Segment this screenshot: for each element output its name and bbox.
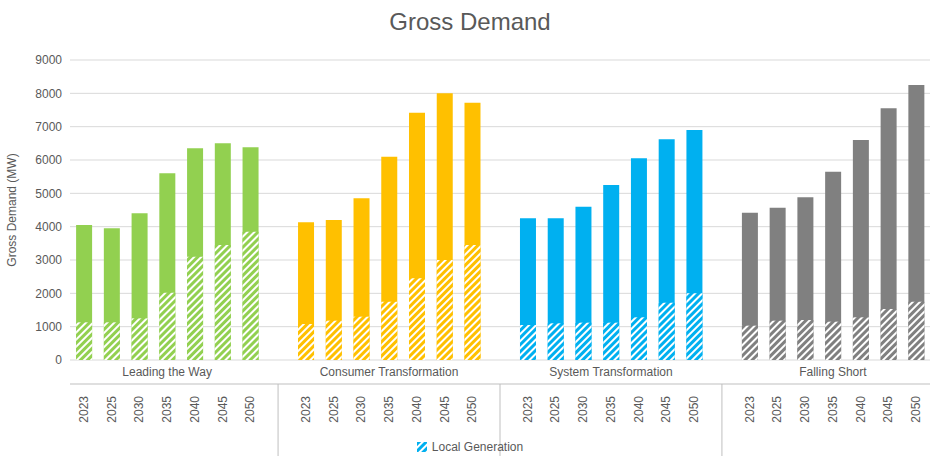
svg-text:2040: 2040 bbox=[188, 396, 202, 423]
svg-text:2030: 2030 bbox=[576, 396, 590, 423]
svg-text:0: 0 bbox=[55, 353, 62, 367]
svg-text:4000: 4000 bbox=[35, 220, 62, 234]
svg-text:2035: 2035 bbox=[604, 396, 618, 423]
svg-text:2045: 2045 bbox=[438, 396, 452, 423]
svg-text:2025: 2025 bbox=[770, 396, 784, 423]
svg-text:2045: 2045 bbox=[659, 396, 673, 423]
svg-text:2025: 2025 bbox=[327, 396, 341, 423]
svg-text:2035: 2035 bbox=[826, 396, 840, 423]
svg-text:Falling Short: Falling Short bbox=[799, 365, 867, 379]
svg-text:2035: 2035 bbox=[382, 396, 396, 423]
svg-text:Consumer Transformation: Consumer Transformation bbox=[320, 365, 459, 379]
svg-text:2035: 2035 bbox=[160, 396, 174, 423]
svg-text:8000: 8000 bbox=[35, 87, 62, 101]
svg-text:Leading the Way: Leading the Way bbox=[122, 365, 212, 379]
svg-text:2050: 2050 bbox=[909, 396, 923, 423]
svg-text:1000: 1000 bbox=[35, 320, 62, 334]
svg-text:2030: 2030 bbox=[798, 396, 812, 423]
svg-text:2023: 2023 bbox=[521, 396, 535, 423]
svg-text:2050: 2050 bbox=[465, 396, 479, 423]
svg-text:2040: 2040 bbox=[410, 396, 424, 423]
svg-text:2040: 2040 bbox=[632, 396, 646, 423]
svg-text:2023: 2023 bbox=[77, 396, 91, 423]
svg-text:2023: 2023 bbox=[743, 396, 757, 423]
svg-text:2045: 2045 bbox=[216, 396, 230, 423]
svg-text:9000: 9000 bbox=[35, 53, 62, 67]
svg-text:2030: 2030 bbox=[132, 396, 146, 423]
svg-text:2030: 2030 bbox=[354, 396, 368, 423]
svg-text:3000: 3000 bbox=[35, 253, 62, 267]
svg-text:2025: 2025 bbox=[105, 396, 119, 423]
svg-text:2050: 2050 bbox=[243, 396, 257, 423]
svg-text:5000: 5000 bbox=[35, 187, 62, 201]
svg-text:2050: 2050 bbox=[687, 396, 701, 423]
svg-text:7000: 7000 bbox=[35, 120, 62, 134]
svg-text:Gross Demand (MW): Gross Demand (MW) bbox=[8, 153, 19, 266]
svg-text:6000: 6000 bbox=[35, 153, 62, 167]
svg-text:2040: 2040 bbox=[854, 396, 868, 423]
svg-text:2000: 2000 bbox=[35, 287, 62, 301]
svg-text:2045: 2045 bbox=[881, 396, 895, 423]
svg-text:System Transformation: System Transformation bbox=[549, 365, 672, 379]
svg-text:2023: 2023 bbox=[299, 396, 313, 423]
html-text:Gross Demand: Gross Demand bbox=[389, 8, 551, 35]
html-text:Local Generation: Local Generation bbox=[431, 440, 524, 454]
svg-text:2025: 2025 bbox=[548, 396, 562, 423]
